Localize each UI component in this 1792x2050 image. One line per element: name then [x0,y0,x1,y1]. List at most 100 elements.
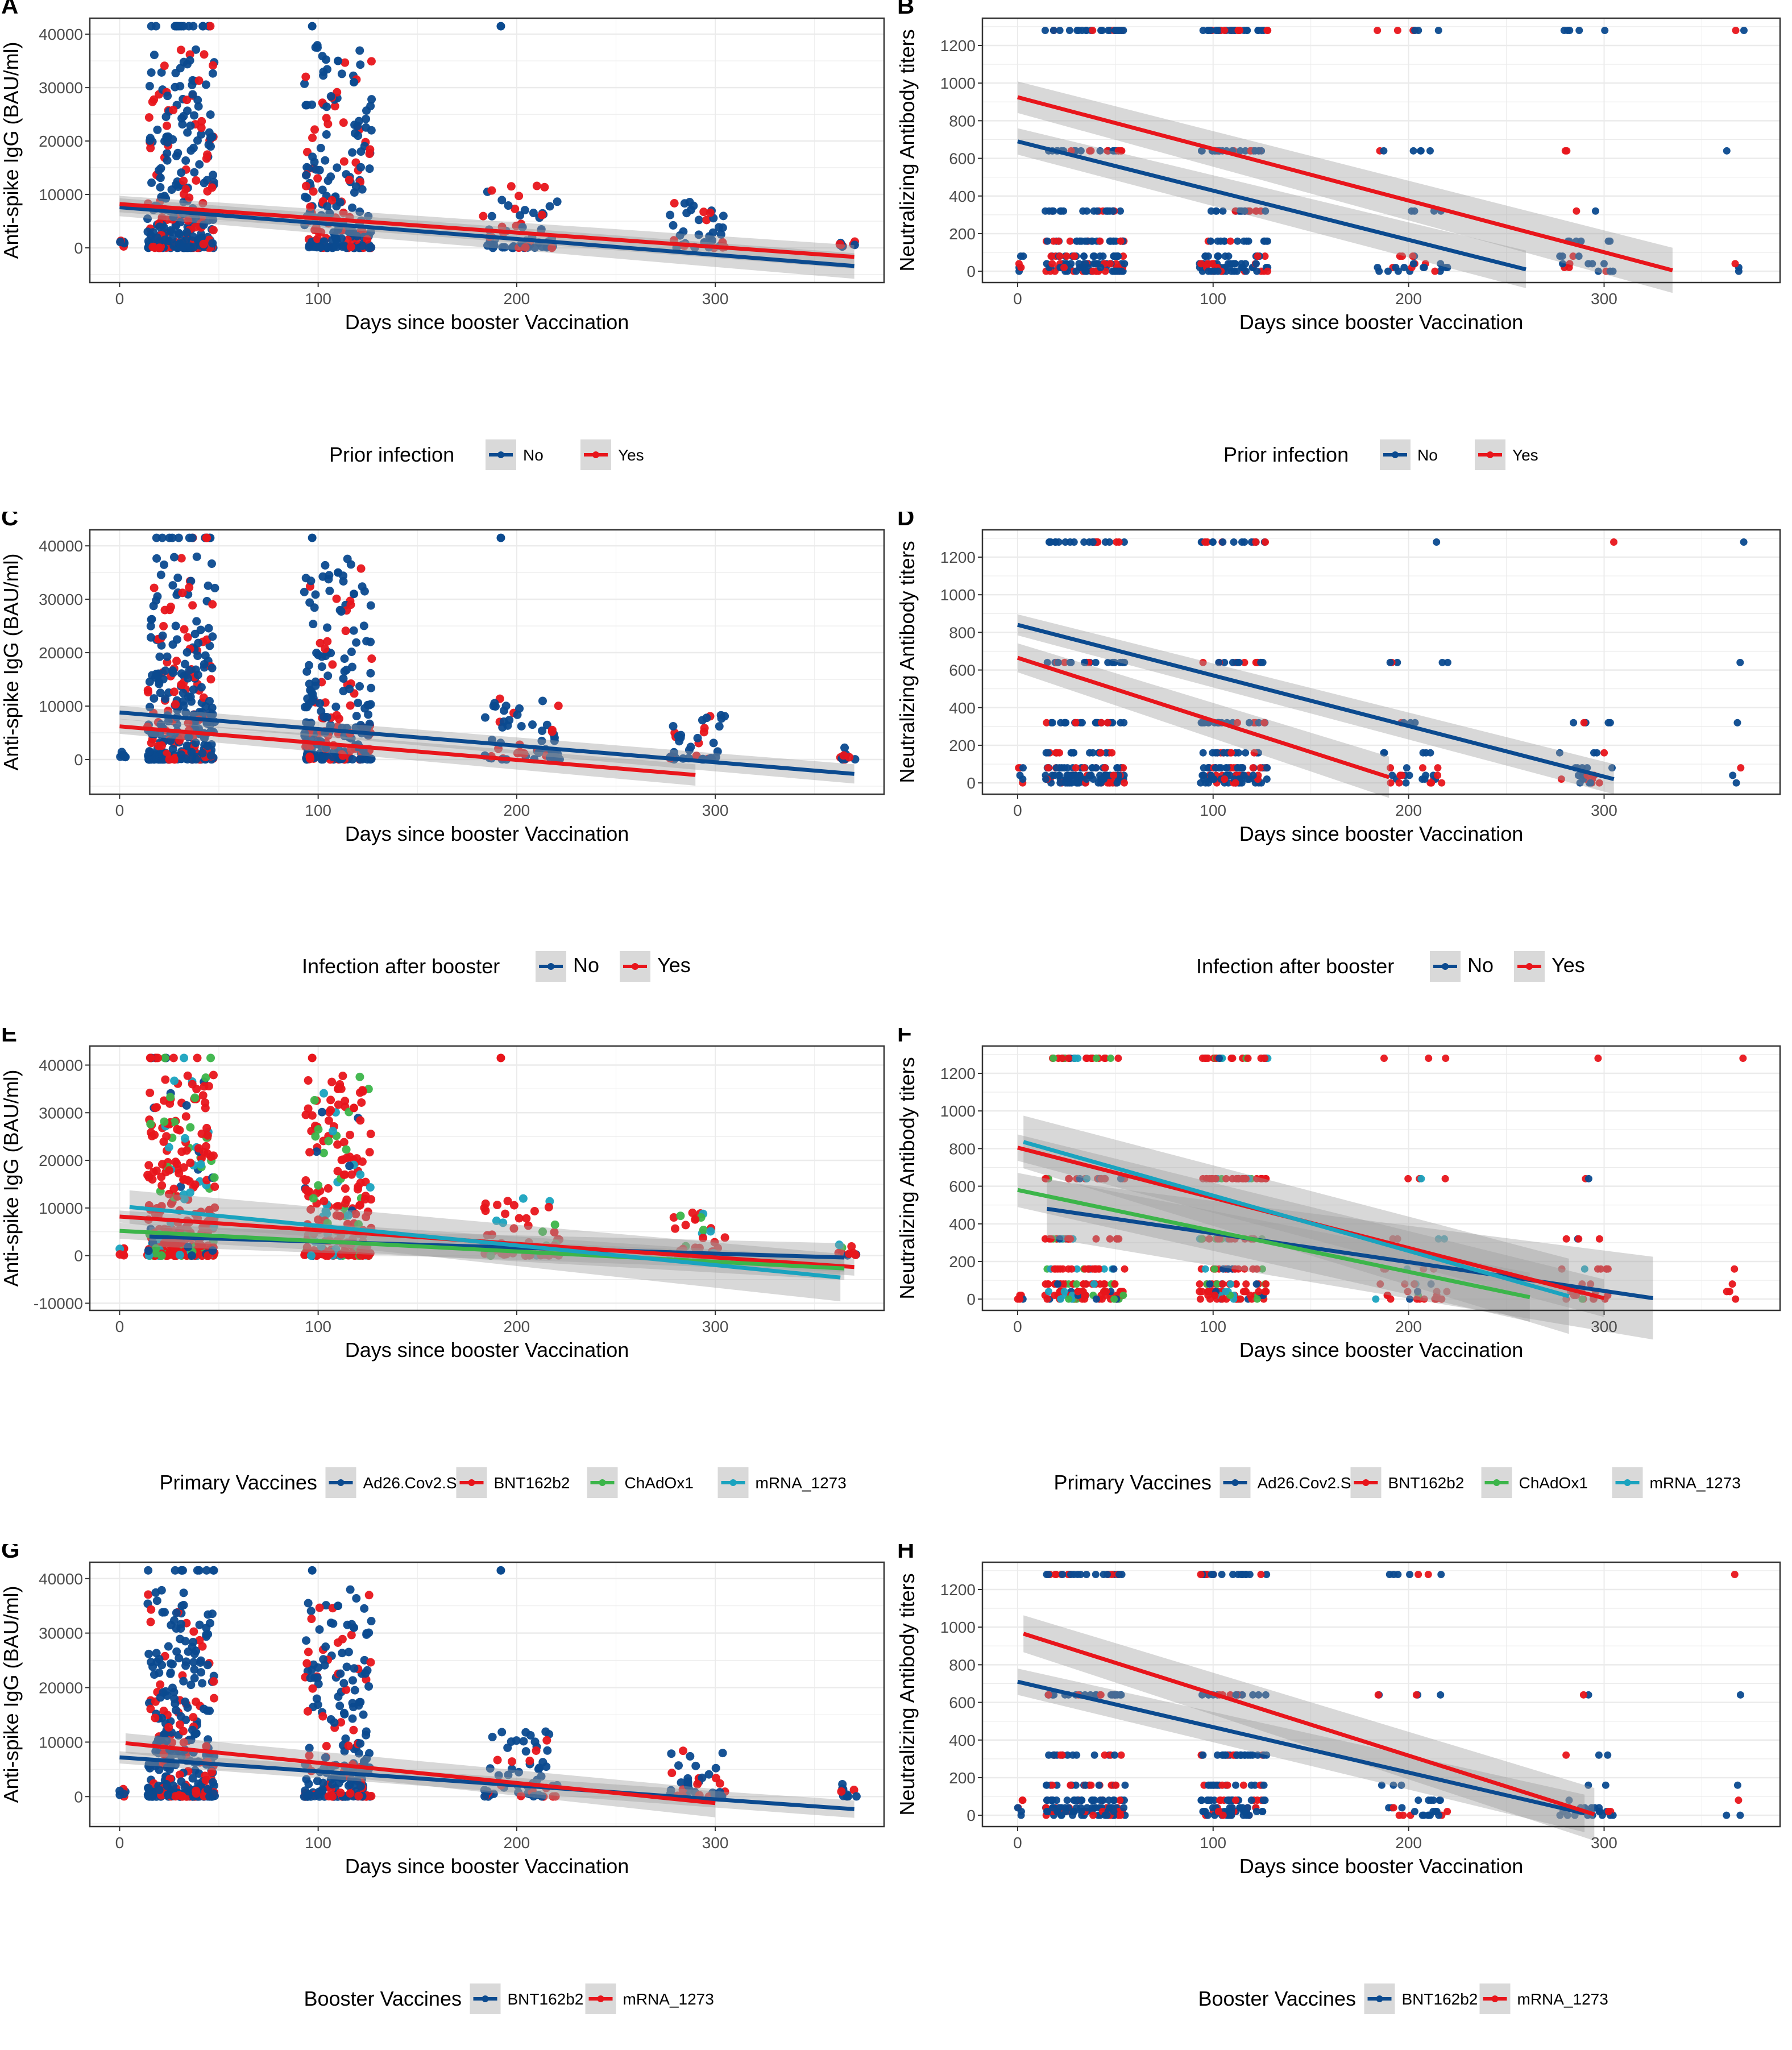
data-point [1107,1055,1115,1063]
data-point [179,1738,188,1747]
data-point [206,22,215,31]
panel-d: D 0 100 200 300 0 200 400 600 800 1000 1200 Days sin… [896,512,1792,1018]
data-point [1442,1055,1450,1063]
data-point [364,211,373,221]
data-point [321,561,330,570]
data-point [1120,719,1128,727]
data-point [1204,1288,1212,1296]
data-point [1083,1175,1091,1182]
data-point [323,637,332,646]
data-point [184,733,193,742]
data-point [677,731,686,740]
data-point [693,733,702,742]
data-point [323,623,332,632]
data-point [353,1185,362,1194]
data-point [173,1124,182,1134]
data-point [1260,719,1268,727]
data-point [487,186,496,195]
legend-title: Prior infection [329,443,454,466]
data-point [1068,749,1076,757]
data-point [364,1591,374,1600]
data-point [677,1778,686,1787]
data-point [1594,1055,1602,1063]
fits [1017,1615,1595,1841]
data-point [676,1211,685,1221]
data-point [1080,252,1088,260]
data-point [155,243,164,252]
data-point [351,1210,360,1219]
data-point [330,231,339,240]
y-tick-label: 30000 [39,591,83,608]
data-point [1404,1288,1412,1296]
data-point [1082,27,1090,35]
panel-letter: G [1,1544,20,1563]
data-point [210,1173,219,1182]
data-point [1414,1288,1422,1296]
data-point [324,575,333,584]
data-point [201,80,210,89]
data-point [156,688,165,698]
x-tick-label: 300 [1591,1834,1617,1852]
data-point [1246,1571,1254,1579]
legend-item: BNT162b2 [1350,1467,1464,1498]
data-point [341,1170,350,1179]
data-point [542,1762,551,1771]
data-point [313,1673,322,1682]
data-point [1229,1571,1237,1579]
data-point [183,1071,192,1080]
data-point [516,1791,525,1800]
data-point [115,1250,125,1259]
data-point [1420,264,1428,272]
data-point [1121,1265,1129,1273]
data-point [337,69,346,78]
data-point [699,208,708,217]
data-point [191,738,200,748]
data-point [1222,1175,1230,1182]
data-point [1106,237,1114,245]
data-point [496,22,505,31]
data-point [341,1734,350,1743]
data-point [162,1132,171,1141]
data-point [202,1123,211,1132]
legend-item: mRNA_1273 [585,1983,714,2014]
y-tick-label: 0 [966,774,976,792]
data-point [356,1782,365,1791]
data-point [1100,1265,1108,1273]
data-point [344,1211,353,1220]
data-point [1389,1781,1397,1789]
data-point [716,230,725,239]
data-point [182,648,192,657]
data-point [1736,658,1744,666]
data-point [358,1087,367,1096]
data-point [1389,1804,1397,1812]
data-point [184,216,193,225]
data-point [326,1106,335,1115]
data-point [1387,779,1395,787]
data-point [198,749,207,758]
data-point [168,533,177,542]
data-point [176,218,185,227]
data-point [1051,1292,1059,1300]
data-point [538,726,547,735]
legend-label: No [1467,953,1494,977]
data-point [718,1749,727,1758]
data-point [1117,658,1125,666]
data-point [835,1240,844,1250]
data-point [1073,1265,1081,1273]
y-tick-label: 0 [966,263,976,280]
data-point [172,1624,181,1633]
data-point [166,1669,175,1678]
data-point [1227,749,1235,757]
data-point [179,1727,188,1736]
data-point [674,1761,683,1770]
x-tick-label: 200 [1395,802,1422,819]
data-point [1418,764,1426,772]
data-point [204,624,213,633]
legend-key-point [632,963,638,970]
data-point [163,149,172,158]
data-point [301,1185,310,1194]
data-point [210,1182,219,1191]
data-point [334,568,343,577]
